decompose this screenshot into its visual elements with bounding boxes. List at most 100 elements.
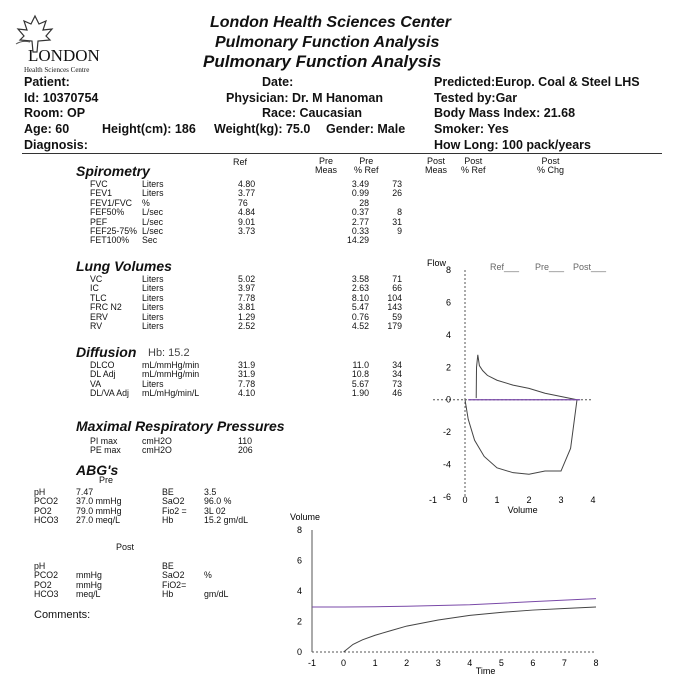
lung-volume-name-cell: IC <box>90 283 99 294</box>
abg-pre-v-cell: 27.0 meq/L <box>76 515 121 526</box>
spirometry-ref-cell <box>238 236 322 245</box>
logo: LONDON Health Sciences Centre <box>8 14 108 76</box>
smoker: Smoker: Yes <box>434 122 509 136</box>
lung-volume-ref-cell: 7.78 <box>238 292 256 303</box>
abg-pre-l-cell: pH <box>34 487 46 497</box>
flow-volume-series-line <box>475 354 578 401</box>
flow-volume-y-tick: 2 <box>446 362 451 372</box>
volume-time-series-line <box>343 606 597 653</box>
diffusion-row: VA Liters 7.78 5.67 73 <box>90 378 402 389</box>
flow-volume-x-tick: 3 <box>558 495 563 505</box>
abg-pre-v-cell: 79.0 mmHg <box>76 505 122 516</box>
abg-pre-l2-cell: BE <box>162 487 174 497</box>
flow-volume-legend-item: Pre___ <box>535 262 565 272</box>
diffusion-pre-cell: 5.67 <box>351 378 369 389</box>
volume-time-y-tick: 8 <box>297 525 302 535</box>
diffusion-ref-cell: 4.10 <box>238 388 256 399</box>
mrp-row: PE max cmH2O 206 <box>90 445 322 455</box>
col-post-ref-line2: % Ref <box>461 165 486 175</box>
diffusion-name-cell: DL/VA Adj <box>90 388 129 399</box>
col-pre-meas-header: Pre Meas <box>315 157 337 175</box>
spirometry-unit-cell: L/sec <box>142 207 164 218</box>
lung-volumes-table: VC Liters 5.02 3.58 71 IC Liters 3.97 2.63 66 TLC L… <box>90 274 402 332</box>
lung-volume-pre-cell: 8.10 <box>351 292 369 303</box>
abg-pre-v2-cell: 3L 02 <box>204 505 226 516</box>
spirometry-pct-cell: 8 <box>397 207 402 218</box>
spirometry-name-cell: FEF50% <box>90 207 125 218</box>
volume-time-x-label: Time <box>476 666 496 676</box>
volume-time-x-tick: 1 <box>373 658 378 668</box>
diffusion-name-cell: VA <box>90 378 102 389</box>
spirometry-pct-cell: 9 <box>397 226 402 237</box>
race: Race: Caucasian <box>262 106 363 120</box>
spirometry-ref-cell: 76 <box>238 197 248 208</box>
flow-volume-x-tick: 1 <box>494 495 499 505</box>
volume-time-y-label: Volume <box>290 512 320 522</box>
flow-volume-y-tick: -4 <box>443 460 451 470</box>
spirometry-ref-cell: 9.01 <box>238 216 256 227</box>
abg-pre-table: pH 7.47 BE 3.5 PCO2 37.0 mmHg SaO2 96.0 % PO2 79.… <box>34 487 274 526</box>
org-title: London Health Sciences Center <box>210 14 451 31</box>
lung-volume-pre-cell: 2.63 <box>351 283 369 294</box>
diffusion-ref-cell: 7.78 <box>238 378 256 389</box>
spirometry-pre-cell: 0.99 <box>351 188 369 199</box>
abg-pre-label: Pre <box>99 475 114 485</box>
spirometry-name-cell: FET100% <box>90 235 130 246</box>
volume-time-x-tick: -1 <box>308 658 316 668</box>
flow-volume-y-tick: -6 <box>443 492 451 502</box>
abg-post-l2-cell: SaO2 <box>162 570 185 581</box>
flow-volume-x-tick: 2 <box>526 495 531 505</box>
lung-volume-name-cell: VC <box>90 274 103 284</box>
abg-post-l-cell: HCO3 <box>34 589 59 600</box>
lung-volumes-rows: VC Liters 5.02 3.58 71 IC Liters 3.97 2.63 66 TLC L… <box>90 274 402 332</box>
patient-weight: Weight(kg): 75.0 <box>214 122 311 136</box>
spirometry-pct-cell: 31 <box>392 216 402 227</box>
abg-pre-row: HCO3 27.0 meq/L Hb 15.2 gm/dL <box>34 515 274 526</box>
spirometry-ref-cell: 3.73 <box>238 226 256 237</box>
spirometry-pct-cell: 26 <box>392 188 402 199</box>
lung-volume-ref-cell: 3.97 <box>238 283 256 294</box>
col-post-meas-header: Post Meas <box>425 157 447 175</box>
lung-volume-pct-cell: 179 <box>387 321 402 332</box>
diffusion-unit-cell: mL/mHg/min/L <box>142 388 200 399</box>
volume-time-series-line <box>312 598 597 608</box>
volume-time-y-tick: 2 <box>297 617 302 627</box>
volume-time-y-tick: 0 <box>297 647 302 657</box>
mrp-ref-cell: 110 <box>238 436 253 446</box>
spirometry-pre-cell: 14.29 <box>346 235 369 246</box>
diffusion-rows: DLCO mL/mmHg/min 31.9 11.0 34 DL Adj mL/mmHg/m… <box>90 360 402 399</box>
spirometry-name-cell: FEV1 <box>90 188 113 199</box>
patient-age: Age: 60 <box>24 122 70 136</box>
mrp-title: Maximal Respiratory Pressures <box>76 418 285 434</box>
spirometry-row: FEV1 Liters 3.77 0.99 26 <box>90 188 402 199</box>
lung-volume-ref-cell: 3.81 <box>238 302 256 313</box>
diffusion-unit-cell: mL/mmHg/min <box>142 360 200 370</box>
spirometry-pre-cell: 2.77 <box>351 216 369 227</box>
report-title: Pulmonary Function Analysis <box>215 34 440 51</box>
lung-volume-unit-cell: Liters <box>142 274 164 284</box>
diffusion-row: DLCO mL/mmHg/min 31.9 11.0 34 <box>90 360 402 370</box>
lung-volume-pre-cell: 0.76 <box>351 311 369 322</box>
lung-volume-ref-cell: 5.02 <box>238 274 256 284</box>
abg-post-v2-cell: % <box>204 570 212 581</box>
spirometry-rows: FVC Liters 4.80 3.49 73 FEV1 Liters 3.77 0.99 26 F… <box>90 179 402 246</box>
smoking-duration: How Long: 100 pack/years <box>434 138 592 152</box>
diffusion-pre-cell: 1.90 <box>351 388 369 399</box>
physician: Physician: Dr. M Hanoman <box>226 91 383 105</box>
flow-volume-y-tick: 4 <box>446 330 451 340</box>
col-post-chg-line1: Post <box>541 156 560 166</box>
abg-post-v2-cell: gm/dL <box>204 589 229 600</box>
patient-id: Id: 10370754 <box>24 91 99 105</box>
patient-room: Room: OP <box>24 106 86 120</box>
spirometry-pre-cell: 0.37 <box>351 207 369 218</box>
diffusion-title: Diffusion <box>76 344 137 360</box>
abg-post-l2-cell: Hb <box>162 589 174 600</box>
flow-volume-y-tick: -2 <box>443 427 451 437</box>
lung-volume-row: ERV Liters 1.29 0.76 59 <box>90 311 402 322</box>
col-pre-meas-line2: Meas <box>315 165 338 175</box>
flow-volume-x-tick: -1 <box>429 495 437 505</box>
volume-time-y-tick: 4 <box>297 586 302 596</box>
logo-text: LONDON <box>28 46 100 65</box>
mrp-name-cell: PI max <box>90 436 118 446</box>
spirometry-unit-cell: Liters <box>142 179 164 189</box>
